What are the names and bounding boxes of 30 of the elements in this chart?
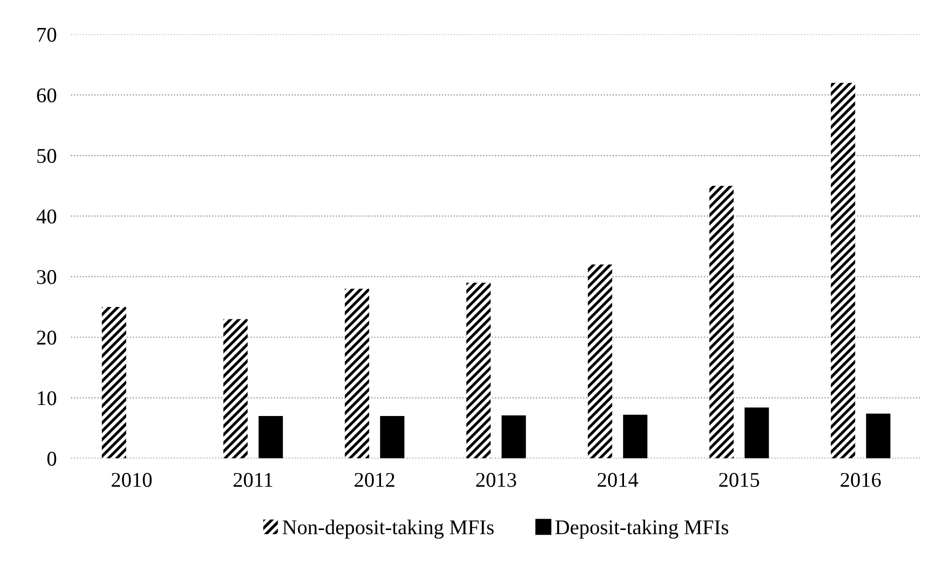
- bar: [502, 415, 526, 458]
- bar: [380, 416, 404, 458]
- bar: [744, 408, 769, 458]
- y-tick-label: 10: [38, 391, 56, 406]
- y-tick-label: 60: [37, 88, 56, 102]
- legend-label: Deposit-taking MFIs: [555, 520, 728, 539]
- x-tick-label: 2010: [112, 472, 152, 487]
- x-tick-label: 2014: [598, 472, 638, 487]
- bar: [588, 264, 612, 458]
- bar: [258, 416, 283, 458]
- bar: [344, 288, 370, 458]
- y-tick-label: 20: [37, 330, 56, 345]
- bar: [709, 186, 734, 458]
- y-tick-label: 50: [37, 148, 56, 163]
- bar: [466, 282, 491, 458]
- y-tick-label: 0: [47, 452, 56, 466]
- bar: [830, 82, 856, 458]
- legend-label: Non-deposit-taking MFIs: [282, 520, 494, 539]
- x-tick-label: 2013: [476, 472, 516, 487]
- y-tick-label: 70: [38, 28, 56, 42]
- x-tick-label: 2011: [234, 472, 272, 487]
- x-tick-label: 2012: [354, 472, 394, 487]
- y-tick-label: 30: [37, 270, 56, 284]
- x-tick-label: 2016: [840, 472, 881, 487]
- x-tick-label: 2015: [719, 472, 760, 487]
- bar: [623, 414, 648, 458]
- bar: [223, 319, 248, 458]
- bar: [866, 414, 890, 458]
- bar: [102, 306, 126, 458]
- y-tick-label: 40: [36, 209, 56, 224]
